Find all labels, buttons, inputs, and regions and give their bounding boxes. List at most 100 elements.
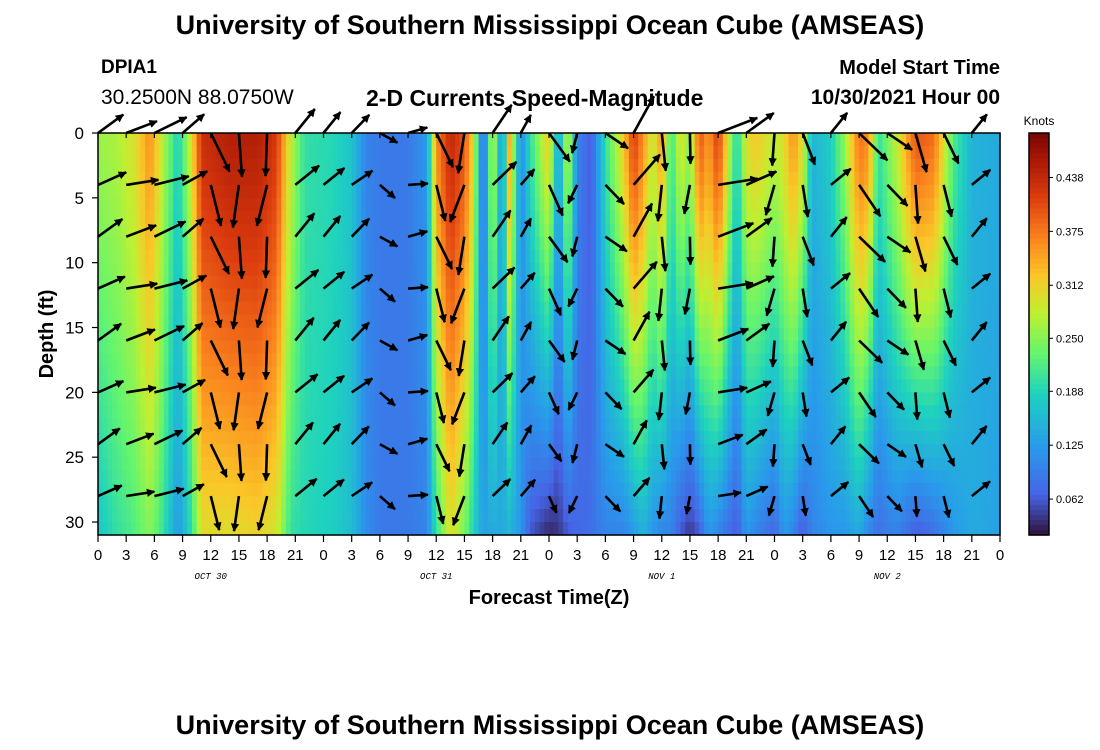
heatmap-cell — [657, 392, 663, 406]
heatmap-cell — [365, 392, 372, 406]
heatmap-cell — [304, 158, 311, 173]
heatmap-cell — [600, 301, 606, 316]
heatmap-cell — [163, 275, 170, 290]
heatmap-cell — [539, 431, 545, 445]
heatmap-cell — [398, 314, 404, 329]
heatmap-cell — [774, 457, 780, 471]
heatmap-cell — [779, 522, 785, 536]
heatmap-cell — [605, 353, 611, 368]
heatmap-cell — [849, 340, 855, 355]
heatmap-cell — [455, 223, 461, 238]
heatmap-cell — [431, 470, 437, 484]
heatmap-cell — [356, 210, 362, 225]
heatmap-cell — [718, 275, 724, 290]
heatmap-cell — [177, 366, 184, 380]
heatmap-cell — [483, 133, 489, 147]
heatmap-cell — [281, 405, 287, 419]
heatmap-cell — [422, 262, 428, 277]
heatmap-cell — [328, 288, 334, 303]
heatmap-cell — [248, 288, 254, 303]
heatmap-cell — [464, 301, 470, 316]
heatmap-cell — [276, 509, 282, 523]
heatmap-cell — [107, 470, 113, 484]
heatmap-cell — [830, 171, 837, 186]
heatmap-cell — [506, 314, 513, 329]
heatmap-cell — [238, 509, 245, 523]
heatmap-cell — [516, 210, 522, 225]
heatmap-cell — [647, 145, 653, 160]
heatmap-cell — [267, 184, 273, 199]
heatmap-cell — [642, 522, 649, 536]
heatmap-cell — [135, 236, 141, 251]
heatmap-cell — [797, 210, 804, 225]
heatmap-cell — [215, 405, 221, 419]
heatmap-cell — [591, 249, 597, 264]
heatmap-cell — [708, 470, 715, 484]
heatmap-cell — [727, 262, 733, 277]
heatmap-cell — [417, 275, 423, 290]
heatmap-cell — [370, 379, 376, 393]
heatmap-cell — [812, 197, 818, 212]
heatmap-cell — [783, 197, 790, 212]
heatmap-cell — [281, 184, 287, 199]
heatmap-cell — [694, 418, 700, 432]
heatmap-cell — [671, 353, 677, 368]
heatmap-cell — [478, 275, 484, 290]
heatmap-cell — [642, 275, 649, 290]
heatmap-cell — [577, 470, 583, 484]
heatmap-cell — [455, 327, 461, 342]
heatmap-cell — [807, 275, 813, 290]
heatmap-cell — [220, 509, 226, 523]
heatmap-cell — [135, 470, 141, 484]
heatmap-cell — [765, 418, 771, 432]
heatmap-cell — [751, 288, 757, 303]
heatmap-cell — [464, 431, 470, 445]
heatmap-cell — [159, 353, 165, 368]
heatmap-cell — [680, 522, 686, 536]
heatmap-cell — [210, 431, 217, 445]
heatmap-cell — [638, 483, 644, 497]
heatmap-cell — [285, 249, 292, 264]
heatmap-cell — [487, 133, 494, 147]
heatmap-cell — [746, 158, 752, 173]
heatmap-cell — [210, 145, 217, 160]
heatmap-cell — [215, 145, 221, 160]
heatmap-cell — [558, 444, 564, 458]
heatmap-cell — [525, 405, 531, 419]
heatmap-cell — [807, 509, 813, 523]
heatmap-cell — [375, 509, 381, 523]
heatmap-cell — [483, 366, 489, 380]
heatmap-cell — [506, 457, 513, 471]
heatmap-cell — [144, 392, 151, 406]
heatmap-cell — [751, 509, 757, 523]
heatmap-cell — [144, 145, 151, 160]
heatmap-cell — [253, 379, 259, 393]
heatmap-cell — [121, 340, 127, 355]
heatmap-cell — [408, 405, 414, 419]
heatmap-cell — [567, 184, 574, 199]
heatmap-cell — [243, 236, 249, 251]
heatmap-cell — [473, 133, 480, 147]
heatmap-cell — [783, 353, 790, 368]
heatmap-cell — [370, 314, 376, 329]
heatmap-cell — [826, 522, 832, 536]
heatmap-cell — [736, 314, 743, 329]
heatmap-cell — [417, 405, 423, 419]
heatmap-cell — [685, 483, 691, 497]
heatmap-cell — [713, 340, 719, 355]
heatmap-cell — [121, 210, 127, 225]
heatmap-cell — [196, 236, 202, 251]
heatmap-cell — [342, 145, 348, 160]
heatmap-cell — [126, 470, 132, 484]
heatmap-cell — [464, 509, 470, 523]
heatmap-cell — [558, 327, 564, 342]
heatmap-cell — [539, 509, 545, 523]
heatmap-cell — [492, 314, 498, 329]
heatmap-cell — [412, 184, 419, 199]
heatmap-cell — [619, 184, 625, 199]
heatmap-cell — [163, 301, 170, 316]
heatmap-cell — [370, 158, 376, 173]
heatmap-cell — [619, 366, 625, 380]
heatmap-cell — [704, 158, 710, 173]
heatmap-cell — [351, 509, 357, 523]
